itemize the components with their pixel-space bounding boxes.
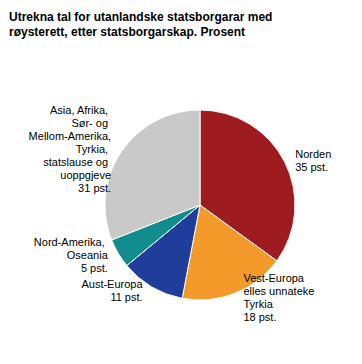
svg-text:Nord-Amerika,: Nord-Amerika, xyxy=(34,236,108,248)
svg-text:røysterett, etter statsborgars: røysterett, etter statsborgarskap. Prose… xyxy=(9,25,245,39)
svg-text:Tyrkia,: Tyrkia, xyxy=(73,143,111,155)
svg-text:5 pst.: 5 pst. xyxy=(81,262,108,274)
svg-text:elles unnateke: elles unnateke xyxy=(243,285,317,297)
svg-text:Utrekna tal for utanlandske st: Utrekna tal for utanlandske statsborgara… xyxy=(9,10,276,24)
svg-text:35 pst.: 35 pst. xyxy=(295,161,328,173)
svg-text:uoppgjeve: uoppgjeve xyxy=(60,169,111,181)
svg-text:Mellom-Amerika,: Mellom-Amerika, xyxy=(29,130,112,142)
svg-text:Asia, Afrika,: Asia, Afrika, xyxy=(50,104,111,116)
svg-text:11 pst.: 11 pst. xyxy=(110,291,142,303)
svg-text:31 pst.: 31 pst. xyxy=(78,182,111,194)
svg-text:18 pst.: 18 pst. xyxy=(243,311,276,323)
svg-text:Sør- og: Sør- og xyxy=(71,117,111,129)
svg-text:Vest-Europa: Vest-Europa xyxy=(243,272,307,284)
svg-text:Norden: Norden xyxy=(295,148,331,160)
svg-text:statslause og: statslause og xyxy=(43,156,111,168)
svg-text:Oseania: Oseania xyxy=(67,249,109,261)
svg-text:Tyrkia: Tyrkia xyxy=(243,298,273,310)
svg-text:Aust-Europa: Aust-Europa xyxy=(81,278,143,290)
